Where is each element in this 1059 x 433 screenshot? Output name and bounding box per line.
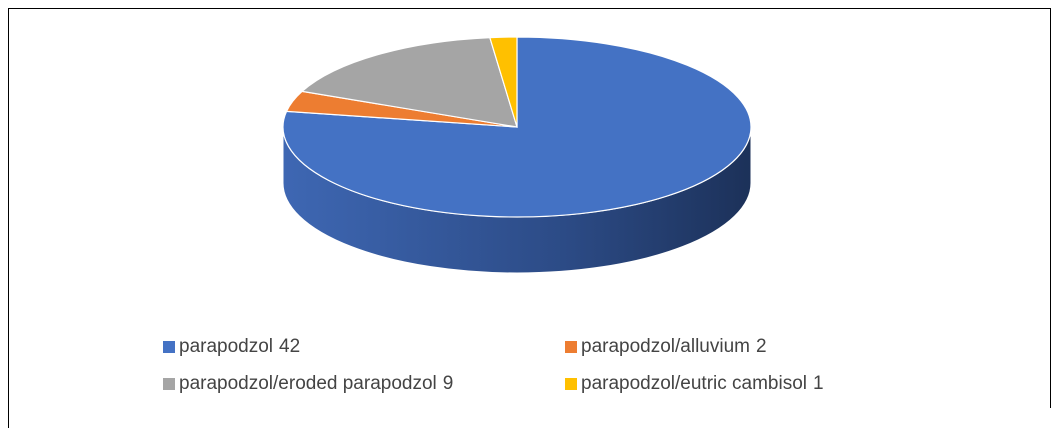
legend-label: parapodzol/alluvium 2 [581, 336, 767, 357]
legend-label: parapodzol/eroded parapodzol 9 [179, 373, 453, 394]
legend-label: parapodzol 42 [179, 336, 300, 357]
chart-border [8, 8, 1051, 428]
pie-slice [489, 36, 518, 128]
pie-slice [300, 36, 518, 128]
legend-label: parapodzol/eutric cambisol 1 [581, 373, 824, 394]
legend-value: 42 [279, 336, 300, 357]
legend-value: 1 [813, 373, 824, 394]
pie [282, 36, 752, 274]
legend-swatch [565, 378, 577, 390]
legend-swatch [565, 341, 577, 353]
legend-swatch [163, 341, 175, 353]
legend-name: parapodzol [179, 336, 273, 357]
legend: parapodzol 42 parapodzol/alluvium 2parapodz… [163, 336, 824, 394]
legend-swatch [163, 378, 175, 390]
legend-name: parapodzol/eutric cambisol [581, 373, 807, 394]
legend-name: parapodzol/alluvium [581, 336, 750, 357]
legend-value: 9 [443, 373, 454, 394]
legend-value: 2 [756, 336, 767, 357]
legend-name: parapodzol/eroded parapodzol [179, 373, 437, 394]
